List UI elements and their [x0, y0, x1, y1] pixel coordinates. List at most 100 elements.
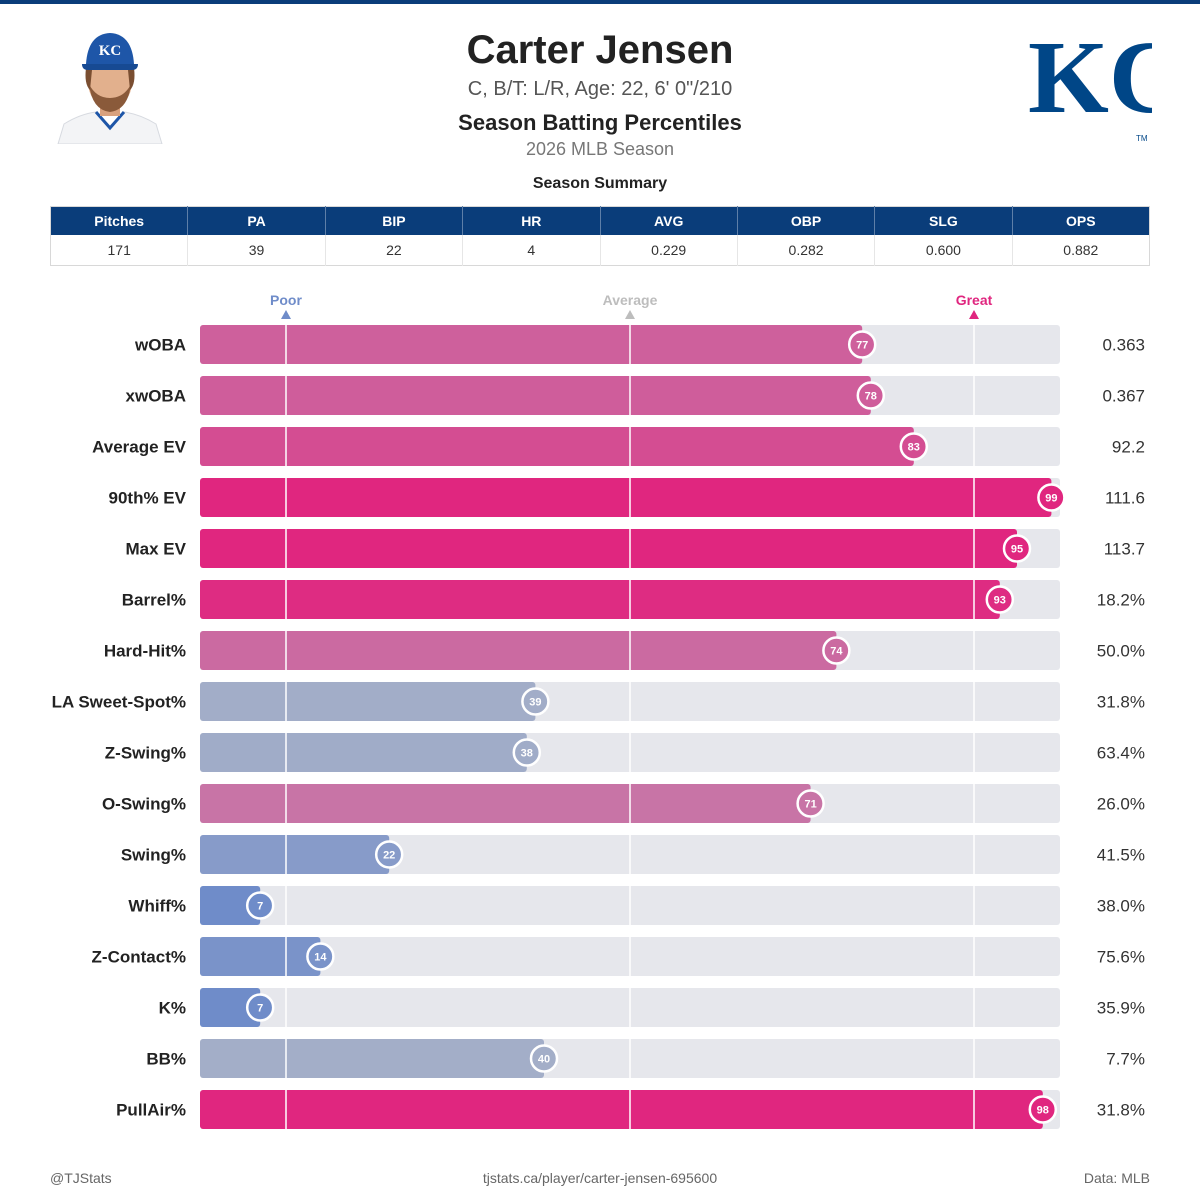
- percentile-badge-z-swing: [512, 738, 542, 767]
- percentile-badge-90th-ev: [1037, 483, 1066, 512]
- summary-value-ops: 0.882: [1063, 241, 1099, 258]
- metric-value-barrel: 18.2%: [1097, 591, 1145, 610]
- season-summary-table: Pitches PA BIP HR AVG OBP SLG OPS 171 39…: [50, 206, 1150, 266]
- top-accent-bar: [0, 0, 1200, 4]
- metric-label-hard-hit: Hard-Hit%: [104, 642, 186, 661]
- metric-value-hard-hit: 50.0%: [1097, 642, 1145, 661]
- percentile-badge-max-ev: [1002, 534, 1032, 563]
- metric-label-average-ev: Average EV: [92, 438, 187, 457]
- metric-value-woba: 0.363: [1102, 336, 1145, 355]
- summary-header-row: Pitches PA BIP HR AVG OBP SLG OPS: [50, 206, 1150, 235]
- bar-fill-hard-hit: [200, 631, 837, 670]
- summary-header-bip: BIP: [325, 206, 464, 235]
- bar-fill-pullair: [200, 1090, 1043, 1129]
- metric-label-90th-ev: 90th% EV: [109, 489, 187, 508]
- percentile-badge-k: [245, 993, 275, 1022]
- percentile-text-z-contact: 14: [314, 952, 327, 964]
- chart-subtitle: Season Batting Percentiles: [458, 110, 742, 135]
- percentile-badge-z-contact: [306, 942, 335, 971]
- bar-fill-average-ev: [200, 427, 914, 466]
- summary-value-obp: 0.282: [737, 234, 876, 266]
- percentile-text-max-ev: 95: [1011, 544, 1023, 556]
- percentile-text-barrel: 93: [994, 595, 1006, 607]
- metric-label-woba: wOBA: [134, 336, 186, 355]
- summary-header-avg: AVG: [600, 206, 738, 235]
- summary-value-bip: 22: [325, 234, 464, 266]
- metric-label-whiff: Whiff%: [128, 897, 186, 916]
- bar-fill-xwoba: [200, 376, 871, 415]
- summary-header-slg: SLG: [874, 206, 1013, 235]
- metric-value-z-swing: 63.4%: [1097, 744, 1145, 763]
- metric-label-swing: Swing%: [121, 846, 186, 865]
- scale-marker-great-icon: [969, 310, 979, 319]
- percentile-text-90th-ev: 99: [1045, 493, 1057, 505]
- percentile-badge-pullair: [1028, 1095, 1058, 1124]
- percentile-text-bb: 40: [538, 1054, 550, 1066]
- percentile-badge-bb: [529, 1044, 559, 1073]
- metric-value-max-ev: 113.7: [1104, 540, 1145, 559]
- metric-label-z-swing: Z-Swing%: [105, 744, 186, 763]
- bar-fill-woba: [200, 325, 863, 364]
- metric-label-o-swing: O-Swing%: [102, 795, 186, 814]
- metric-value-xwoba: 0.367: [1102, 387, 1145, 406]
- scale-label-average: Average: [603, 292, 658, 308]
- trademark-mark: TM: [1136, 134, 1148, 143]
- percentile-badge-average-ev: [899, 432, 929, 461]
- bar-fill-swing: [200, 835, 390, 874]
- percentile-text-hard-hit: 74: [830, 646, 843, 658]
- percentile-text-average-ev: 83: [908, 442, 920, 454]
- percentile-badge-la-sweet-spot: [521, 687, 550, 716]
- metric-value-90th-ev: 111.6: [1105, 489, 1145, 508]
- summary-value-hr: 4: [462, 234, 601, 266]
- bar-fill-max-ev: [200, 529, 1017, 568]
- summary-header-pitches: Pitches: [50, 206, 189, 235]
- percentile-text-pullair: 98: [1037, 1105, 1049, 1117]
- percentile-text-whiff: 7: [257, 901, 263, 913]
- summary-header-hr: HR: [462, 206, 601, 235]
- cap-logo: KC: [99, 43, 122, 59]
- metric-value-swing: 41.5%: [1097, 846, 1145, 865]
- percentile-text-swing: 22: [383, 850, 395, 862]
- bar-fill-bb: [200, 1039, 544, 1078]
- summary-header-pa: PA: [187, 206, 326, 235]
- summary-value-avg: 0.229: [600, 234, 738, 266]
- metric-value-whiff: 38.0%: [1097, 897, 1145, 916]
- percentile-text-xwoba: 78: [865, 391, 877, 403]
- metric-value-o-swing: 26.0%: [1097, 795, 1145, 814]
- scale-label-poor: Poor: [270, 292, 302, 308]
- bar-fill-whiff: [200, 886, 261, 925]
- player-name: Carter Jensen: [466, 28, 734, 72]
- metric-value-bb: 7.7%: [1106, 1050, 1145, 1069]
- metric-label-barrel: Barrel%: [122, 591, 186, 610]
- bar-fill-z-contact: [200, 937, 321, 976]
- percentile-text-la-sweet-spot: 39: [529, 697, 541, 709]
- summary-value-slg: 0.600: [874, 234, 1013, 266]
- percentile-text-k: 7: [257, 1003, 263, 1015]
- percentile-text-z-swing: 38: [521, 748, 533, 760]
- bar-fill-k: [200, 988, 261, 1027]
- metric-label-pullair: PullAir%: [116, 1101, 186, 1120]
- bar-fill-o-swing: [200, 784, 811, 823]
- metric-label-xwoba: xwOBA: [126, 387, 186, 406]
- percentile-badge-hard-hit: [822, 636, 851, 665]
- season-label: 2026 MLB Season: [525, 139, 675, 159]
- scale-marker-average-icon: [625, 310, 635, 319]
- summary-value-pitches: 171: [50, 234, 189, 266]
- percentile-text-woba: 77: [856, 340, 868, 352]
- bar-fill-la-sweet-spot: [200, 682, 536, 721]
- metric-label-bb: BB%: [146, 1050, 186, 1069]
- footer-source: Data: MLB: [1083, 1170, 1150, 1186]
- summary-header-obp: OBP: [737, 206, 876, 235]
- player-headshot: KC: [50, 28, 170, 145]
- metric-label-la-sweet-spot: LA Sweet-Spot%: [52, 693, 186, 712]
- summary-header-ops: OPS: [1012, 206, 1150, 235]
- bar-fill-90th-ev: [200, 478, 1052, 517]
- footer-url[interactable]: tjstats.ca/player/carter-jensen-695600: [482, 1170, 718, 1186]
- metric-label-k: K%: [159, 999, 186, 1018]
- player-bio: C, B/T: L/R, Age: 22, 6' 0"/210: [467, 78, 733, 100]
- metric-label-z-contact: Z-Contact%: [92, 948, 186, 967]
- footer-handle: @TJStats: [50, 1170, 112, 1186]
- metric-value-average-ev: 92.2: [1112, 438, 1145, 457]
- summary-value-row: 171 39 22 4 0.229 0.282 0.600 0.882: [50, 234, 1150, 266]
